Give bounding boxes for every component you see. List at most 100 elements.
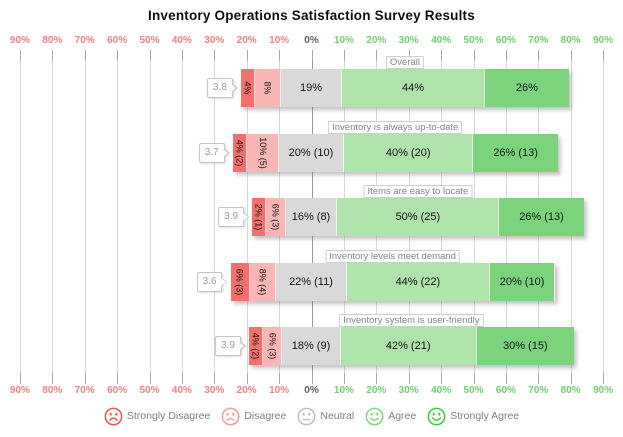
axis-tickmark <box>181 373 183 384</box>
axis-tick-label: 40% <box>171 385 192 396</box>
axis-tick-label: 20% <box>236 385 257 396</box>
segment-value-label: 8% (4) <box>257 268 268 295</box>
likert-bar: 4% (2) 6% (3) 18% (9) 42% (21) 30% (15) <box>248 327 574 365</box>
segment-value-label: 26% (13) <box>493 146 538 159</box>
gridline <box>84 50 86 384</box>
likert-bar: 6% (3) 8% (4) 22% (11) 44% (22) 20% (10) <box>230 262 555 301</box>
gridline <box>214 50 216 384</box>
legend-label: Strongly Agree <box>450 410 520 422</box>
segment-value-label: 6% (3) <box>270 203 281 231</box>
axis-tick-label: 40% <box>431 385 452 396</box>
axis-tick-label: 70% <box>528 35 549 46</box>
axis-tickmark <box>246 373 248 384</box>
score-callout: 3.8 <box>206 78 238 98</box>
axis-tickmark <box>214 373 216 384</box>
axis-tick-label: 50% <box>463 385 484 396</box>
gridline <box>181 50 183 384</box>
axis-tick-label: 40% <box>431 35 452 46</box>
segment-strongly-agree: 26% (13) <box>473 133 558 172</box>
segment-value-label: 19% <box>299 82 322 94</box>
segment-disagree: 10% (5) <box>246 133 280 172</box>
axis-tick-label: 10% <box>333 385 354 396</box>
neutral-face-icon <box>297 407 316 425</box>
axis-tick-label: 80% <box>42 35 63 46</box>
axis-tick-label: 20% <box>366 35 387 46</box>
segment-agree: 44% <box>342 69 485 107</box>
axis-tickmark <box>376 50 378 61</box>
segment-value-label: 18% (9) <box>291 340 331 352</box>
segment-disagree: 6% (3) <box>262 327 283 365</box>
axis-tick-label: 10% <box>333 35 354 46</box>
score-callout: 3.6 <box>196 271 228 292</box>
segment-value-label: 20% (10) <box>288 146 334 159</box>
axis-tickmark <box>343 50 345 61</box>
axis-tickmark <box>181 50 183 61</box>
axis-tickmark <box>279 50 281 61</box>
axis-tick-label: 10% <box>269 35 290 46</box>
axis-tickmark <box>441 373 443 384</box>
segment-value-label: 4% <box>242 81 253 95</box>
segment-disagree: 8% (4) <box>249 262 276 301</box>
gridline <box>603 50 605 384</box>
axis-tick-label: 60% <box>495 35 516 46</box>
axis-tick-label: 90% <box>9 35 30 46</box>
axis-tick-label: 60% <box>107 385 128 396</box>
segment-value-label: 22% (11) <box>289 275 333 288</box>
axis-tickmark <box>52 50 54 61</box>
segment-strongly-disagree: 4% (2) <box>248 327 263 365</box>
axis-tickmark <box>603 373 605 384</box>
category-label: Inventory system is user-friendly <box>339 314 484 327</box>
axis-tick-label: 80% <box>42 385 63 396</box>
likert-bar: 4% (2) 10% (5) 20% (10) 40% (20) 26% (13) <box>232 133 558 172</box>
segment-value-label: 26% (13) <box>519 211 564 223</box>
legend-item-disagree: Disagree <box>221 407 286 426</box>
segment-value-label: 26% <box>515 82 538 94</box>
strongly-disagree-face-icon <box>104 407 123 425</box>
category-label: Inventory levels meet demand <box>325 249 460 263</box>
score-callout: 3.9 <box>218 207 250 227</box>
axis-tick-label: 80% <box>560 385 581 396</box>
segment-value-label: 20% (10) <box>499 275 545 288</box>
axis-tickmark <box>52 373 54 384</box>
legend-label: Agree <box>388 410 417 422</box>
segment-neutral: 19% <box>280 69 343 107</box>
axis-tickmark <box>603 50 605 61</box>
axis-tick-label: 80% <box>560 35 581 46</box>
segment-strongly-agree: 20% (10) <box>489 262 555 301</box>
segment-strongly-disagree: 6% (3) <box>230 262 250 301</box>
axis-tick-label: 90% <box>593 35 614 46</box>
segment-agree: 50% (25) <box>337 198 500 236</box>
axis-tickmark <box>311 373 313 384</box>
likert-bar: 2% (1) 6% (3) 16% (8) 50% (25) 26% (13) <box>252 198 584 236</box>
legend-item-strongly-disagree: Strongly Disagree <box>104 407 210 426</box>
axis-tickmark <box>19 50 21 61</box>
axis-tickmark <box>149 50 151 61</box>
axis-tickmark <box>84 50 86 61</box>
category-label: Items are easy to locate <box>363 185 473 198</box>
axis-tickmark <box>570 50 572 61</box>
segment-value-label: 8% <box>262 81 273 95</box>
axis-tickmark <box>408 373 410 384</box>
axis-tickmark <box>343 373 345 384</box>
axis-tickmark <box>408 50 410 61</box>
axis-tick-label: 50% <box>139 35 160 46</box>
segment-strongly-disagree: 4% <box>240 69 255 107</box>
axis-tickmark <box>279 373 281 384</box>
axis-tick-label: 60% <box>495 385 516 396</box>
likert-bar: 4% 8% 19% 44% 26% <box>240 69 570 107</box>
axis-tickmark <box>538 373 540 384</box>
segment-agree: 40% (20) <box>343 133 474 172</box>
axis-tick-label: 70% <box>74 385 95 396</box>
axis-tick-label: 30% <box>398 35 419 46</box>
legend-label: Strongly Disagree <box>126 410 211 422</box>
segment-strongly-agree: 26% <box>484 69 570 107</box>
score-callout: 3.9 <box>214 336 246 356</box>
strongly-agree-face-icon <box>427 407 446 425</box>
chart-title: Inventory Operations Satisfaction Survey… <box>148 8 475 23</box>
gridline <box>149 50 151 384</box>
axis-tick-label: 40% <box>171 35 192 46</box>
axis-tickmark <box>214 50 216 61</box>
segment-value-label: 4% (2) <box>250 332 261 360</box>
axis-tickmark <box>246 50 248 61</box>
